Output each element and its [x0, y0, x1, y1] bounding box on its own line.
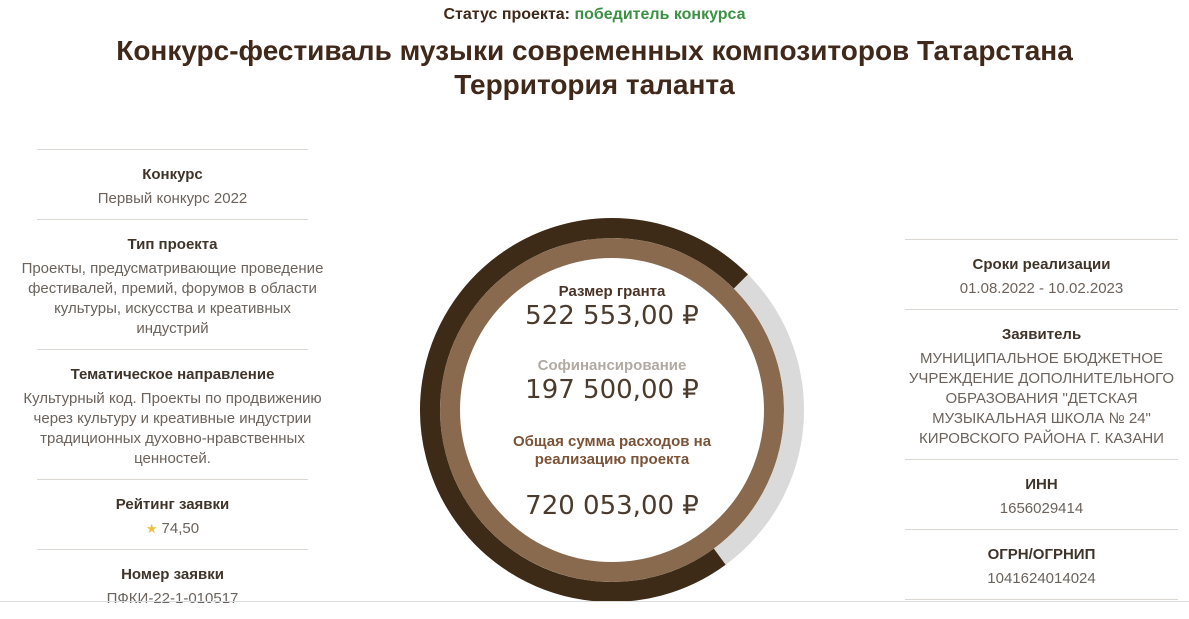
divider [37, 549, 308, 550]
sidebar-section-inn: ИНН 1656029414 [898, 459, 1185, 529]
donut-center-labels: Размер гранта 522 553,00 ₽ Софинансирова… [452, 283, 772, 521]
sidebar-section-applicant: Заявитель МУНИЦИПАЛЬНОЕ БЮДЖЕТНОЕ УЧРЕЖД… [898, 309, 1185, 459]
sidebar-section-project-type: Тип проекта Проекты, предусматривающие п… [17, 219, 328, 349]
sidebar-section-contest: Конкурс Первый конкурс 2022 [17, 149, 328, 219]
field-label: Рейтинг заявки [115, 496, 230, 513]
page-title: Конкурс-фестиваль музыки современных ком… [0, 34, 1189, 102]
field-label: ОГРН/ОГРНИП [987, 546, 1096, 563]
cofinancing-value: 197 500,00 ₽ [525, 375, 699, 405]
divider [905, 599, 1178, 600]
sidebar-section-ogrn: ОГРН/ОГРНИП 1041624014024 [898, 529, 1185, 599]
field-label: Заявитель [1001, 326, 1082, 343]
field-value: Первый конкурс 2022 [97, 190, 248, 207]
field-value: Культурный код. Проекты по продвижению ч… [23, 390, 322, 467]
divider [905, 309, 1178, 310]
project-status: Статус проекта: победитель конкурса [0, 4, 1189, 26]
field-value: ★ 74,50 [21, 519, 324, 539]
field-value: Проекты, предусматривающие проведение фе… [21, 260, 324, 337]
star-icon: ★ [145, 521, 158, 536]
budget-donut-chart [420, 218, 804, 602]
field-label: Тип проекта [127, 236, 218, 253]
total-expenses-label: Общая сумма расходов на реализацию проек… [512, 433, 712, 468]
field-label: Сроки реализации [972, 256, 1111, 273]
status-label: Статус проекта: [443, 6, 570, 23]
grant-size-label: Размер гранта [558, 283, 666, 300]
total-expenses-value: 720 053,00 ₽ [525, 491, 699, 521]
left-sidebar: Конкурс Первый конкурс 2022 Тип проекта … [17, 149, 328, 619]
status-value: победитель конкурса [574, 6, 746, 23]
sidebar-section-implementation-dates: Сроки реализации 01.08.2022 - 10.02.2023 [898, 239, 1185, 309]
divider [37, 349, 308, 350]
field-label: Номер заявки [121, 566, 224, 583]
cofinancing-label: Софинансирование [537, 357, 687, 374]
field-value: МУНИЦИПАЛЬНОЕ БЮДЖЕТНОЕ УЧРЕЖДЕНИЕ ДОПОЛ… [908, 350, 1175, 447]
divider [905, 529, 1178, 530]
sidebar-section-thematic-area: Тематическое направление Культурный код.… [17, 349, 328, 479]
divider [905, 239, 1178, 240]
divider [37, 149, 308, 150]
donut-total-ring [440, 238, 784, 582]
page-bottom-border [0, 601, 1189, 602]
donut-grant-segment [420, 218, 804, 602]
sidebar-section-rating: Рейтинг заявки ★ 74,50 [17, 479, 328, 549]
grant-size-value: 522 553,00 ₽ [525, 301, 699, 331]
page-title-line2: Территория таланта [454, 69, 735, 100]
divider [37, 479, 308, 480]
divider [37, 219, 308, 220]
field-value: ПФКИ-22-1-010517 [106, 590, 239, 607]
field-value: 01.08.2022 - 10.02.2023 [959, 280, 1124, 297]
field-value: 1041624014024 [987, 570, 1096, 587]
field-label: ИНН [1025, 476, 1058, 493]
divider [905, 459, 1178, 460]
page-title-line1: Конкурс-фестиваль музыки современных ком… [116, 35, 1073, 66]
rating-value: 74,50 [161, 520, 200, 537]
sidebar-section-application-number: Номер заявки ПФКИ-22-1-010517 [17, 549, 328, 619]
field-value: 1656029414 [999, 500, 1084, 517]
field-label: Тематическое направление [70, 366, 275, 383]
field-label: Конкурс [142, 166, 203, 183]
right-sidebar: Сроки реализации 01.08.2022 - 10.02.2023… [898, 239, 1185, 600]
